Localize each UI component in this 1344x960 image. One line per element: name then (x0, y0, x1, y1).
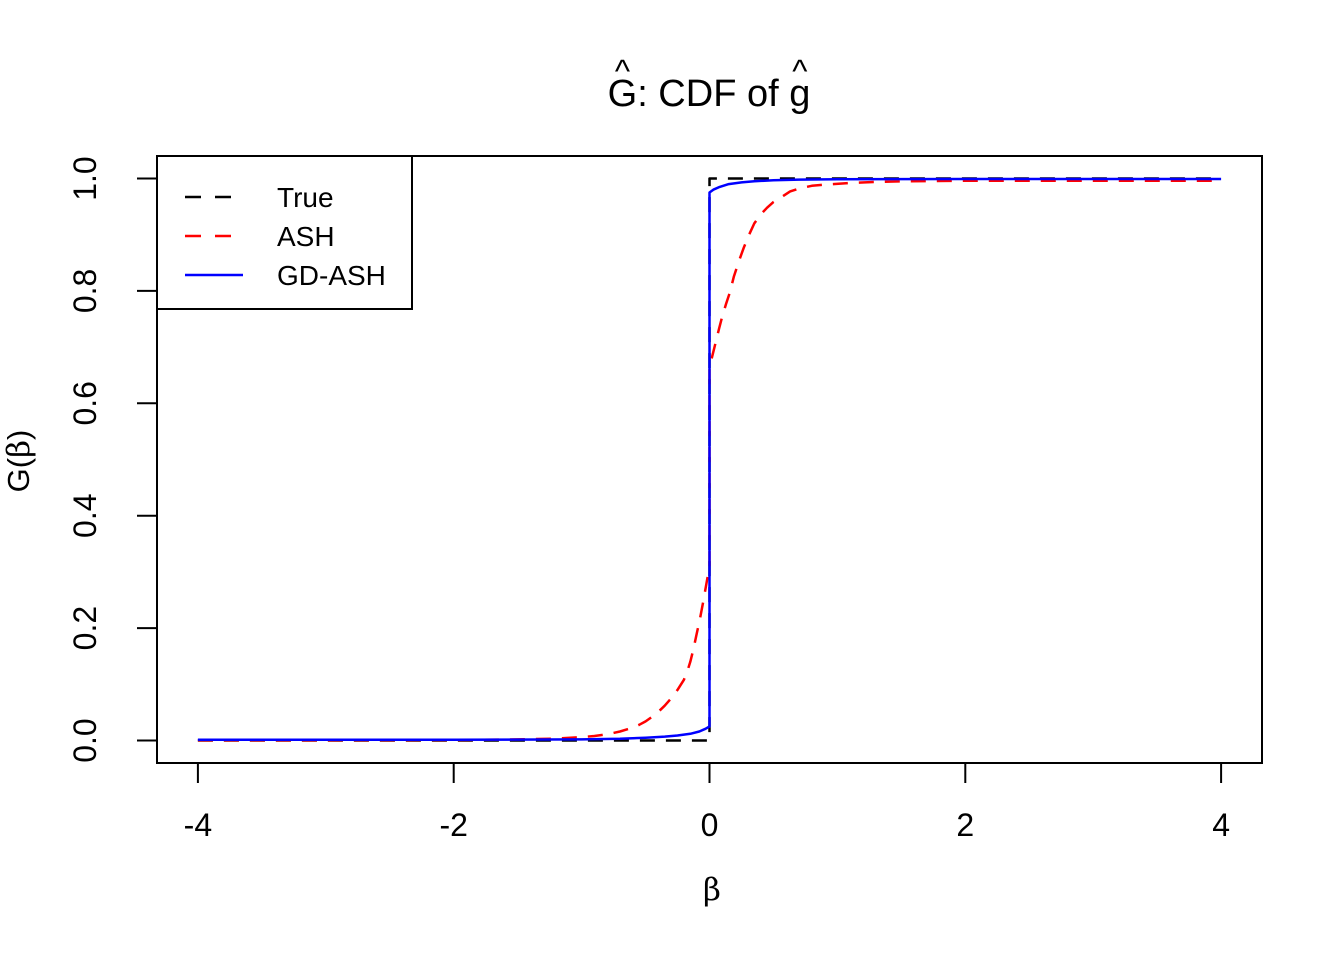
ylabel-beta: β (1, 439, 37, 458)
y-tick-label: 0.2 (67, 606, 103, 650)
x-tick-label: 4 (1212, 807, 1230, 843)
hat-icon: ^ (0, 474, 13, 486)
title-G-hat-stack: ^ G (607, 54, 638, 116)
series-line-ash (197, 179, 1222, 742)
hat-icon: ^ (792, 52, 808, 89)
y-tick-label: 0.0 (67, 718, 103, 762)
y-tick-label: 0.4 (67, 493, 103, 537)
legend-label-true: True (277, 182, 334, 213)
legend: True ASH GD-ASH (156, 155, 413, 310)
x-tick-label: -4 (184, 807, 212, 843)
x-tick-label: 0 (701, 807, 719, 843)
ylabel-G-hat-stack: ^G (0, 468, 37, 492)
x-tick-label: 2 (956, 807, 974, 843)
plot-title: ^ G: CDF of ^ g (607, 54, 811, 116)
legend-box (156, 155, 413, 310)
y-tick-label: 0.6 (67, 381, 103, 425)
title-G: G (607, 73, 638, 115)
ylabel-open-paren: ( (1, 457, 36, 469)
y-axis: 0.0 0.2 0.4 0.6 0.8 1.0 (67, 156, 157, 763)
hat-icon: ^ (614, 52, 630, 89)
x-axis: -4 -2 0 2 4 (184, 763, 1230, 843)
x-axis-label: β (703, 872, 721, 908)
ylabel-close-paren: ) (1, 429, 36, 440)
legend-label-ash: ASH (277, 221, 335, 252)
title-g: g (789, 73, 811, 115)
y-tick-label: 1.0 (67, 156, 103, 200)
y-axis-label: ^G(β) (0, 429, 37, 493)
series-line-gd-ash (197, 177, 1222, 741)
x-tick-label: -2 (439, 807, 467, 843)
title-middle: : CDF of (637, 73, 790, 115)
y-tick-label: 0.8 (67, 269, 103, 313)
legend-label-gd-ash: GD-ASH (277, 260, 386, 291)
series-curves (197, 177, 1222, 742)
title-g-hat-stack: ^ g (789, 54, 811, 116)
